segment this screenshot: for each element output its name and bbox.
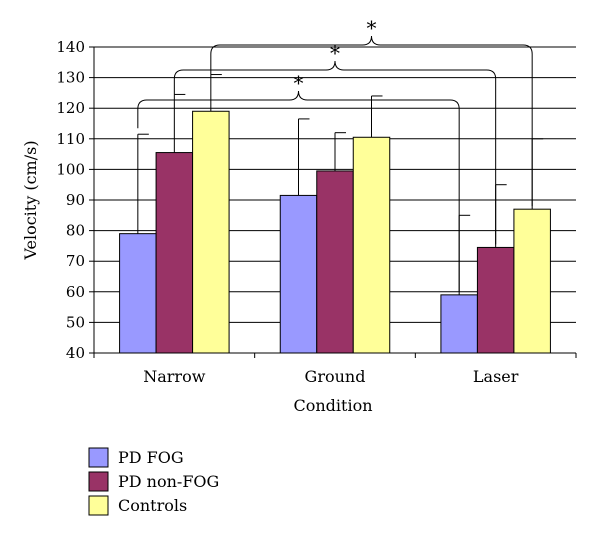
category-labels: Narrow Ground Laser [143,367,519,386]
category-label-ground: Ground [305,367,366,386]
legend-swatch-3 [88,495,109,516]
significance-star-3: * [367,16,377,40]
legend-label-3: Controls [118,496,187,515]
significance-brackets: * * * [137,16,533,292]
category-label-laser: Laser [473,367,519,386]
significance-star-1: * [294,71,304,95]
bracket-pd-fog [137,90,460,292]
bar-narrow-pd-fog [119,233,157,354]
axes [93,47,577,358]
y-tick-label-40: 40 [66,344,85,362]
y-tick-label-110: 110 [56,130,85,148]
y-tick-label-130: 130 [56,69,85,87]
significance-star-2: * [330,41,340,65]
y-tick-label-70: 70 [66,252,85,270]
bar-laser-pd-non-fog [476,246,515,354]
legend-label-1: PD FOG [118,448,184,467]
x-axis-label: Condition [293,396,372,415]
y-tick-label-60: 60 [66,283,85,301]
legend-label-2: PD non-FOG [118,472,219,491]
bar-laser-controls [513,208,551,354]
y-tick-label-100: 100 [56,160,85,178]
y-tick-label-50: 50 [66,313,85,331]
bracket-controls [210,35,533,207]
category-label-narrow: Narrow [143,367,205,386]
legend-swatch-1 [88,447,109,468]
y-axis-label: Velocity (cm/s) [21,140,40,260]
bars [119,110,551,354]
bar-narrow-controls [192,110,230,354]
bar-laser-pd-fog [440,294,478,354]
bar-narrow-pd-non-fog [155,152,194,354]
bar-ground-pd-non-fog [316,170,354,354]
y-tick-label-90: 90 [66,191,85,209]
y-tick-label-140: 140 [56,38,85,56]
y-tick-label-80: 80 [66,222,85,240]
y-axis-ticks: 40 50 60 70 80 90 100 110 120 130 140 [56,38,94,362]
y-tick-label-120: 120 [56,99,85,117]
legend-swatch-2 [88,471,109,492]
bar-ground-controls [352,136,391,354]
bracket-pd-non-fog [173,60,497,245]
bar-ground-pd-fog [279,194,318,354]
legend: PD FOG PD non-FOG Controls [88,447,219,516]
